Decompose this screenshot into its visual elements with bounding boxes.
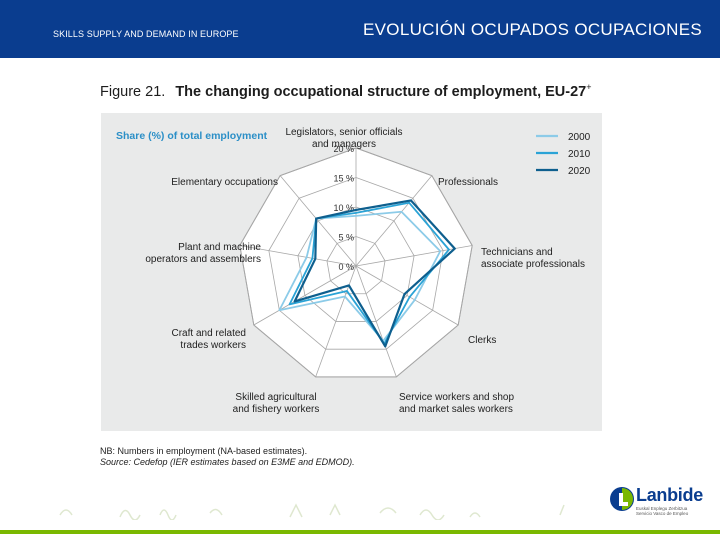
data-point-2020 xyxy=(453,247,456,250)
axis-label: trades workers xyxy=(180,340,246,351)
radar-spoke xyxy=(239,245,357,267)
data-point-2020 xyxy=(293,300,296,303)
data-point-2010 xyxy=(408,201,410,204)
data-point-2020 xyxy=(410,199,412,202)
figure-title-text: The changing occupational structure of e… xyxy=(175,83,587,100)
ring-label: 15 % xyxy=(333,174,354,184)
ring-label: 10 % xyxy=(333,203,354,213)
legend-label: 2010 xyxy=(568,149,591,160)
data-point-2010 xyxy=(408,296,411,298)
logo-subtitle: Euskal Enplegu Zerbitzua Servicio Vasco … xyxy=(636,506,689,516)
header-bar: SKILLS SUPPLY AND DEMAND IN EUROPE EVOLU… xyxy=(0,0,720,58)
data-point-2000 xyxy=(344,295,346,298)
ring-label: 20 % xyxy=(333,144,354,154)
data-point-2010 xyxy=(355,212,357,214)
data-point-2000 xyxy=(413,299,416,301)
ring-label: 0 % xyxy=(338,262,354,272)
series-line-2000 xyxy=(278,210,442,342)
data-point-2020 xyxy=(348,284,350,287)
data-point-2000 xyxy=(439,250,442,252)
legend-label: 2000 xyxy=(568,132,591,143)
axis-label: and market sales workers xyxy=(399,404,513,415)
radar-ring xyxy=(297,206,415,322)
figure-title-sup: + xyxy=(586,82,592,92)
axis-label: Skilled agricultural xyxy=(235,392,316,403)
radar-ring xyxy=(326,236,386,295)
radar-ring xyxy=(239,147,473,378)
axis-label: Craft and related xyxy=(172,328,247,339)
data-point-2010 xyxy=(288,303,291,306)
ring-label: 5 % xyxy=(338,233,354,243)
data-point-2020 xyxy=(384,345,387,348)
note-line: NB: Numbers in employment (NA-based esti… xyxy=(100,446,308,456)
data-point-2010 xyxy=(346,290,348,292)
header-subtitle: SKILLS SUPPLY AND DEMAND IN EUROPE xyxy=(53,29,239,39)
figure-number: Figure 21. xyxy=(100,83,166,100)
axis-label: operators and assemblers xyxy=(145,254,261,265)
data-point-2020 xyxy=(314,258,317,260)
axis-label: Technicians and xyxy=(481,247,553,258)
data-point-2000 xyxy=(278,309,281,312)
bottom-accent-line xyxy=(0,530,720,534)
radar-spoke xyxy=(253,265,357,326)
data-point-2000 xyxy=(355,215,357,217)
axis-label: and managers xyxy=(312,139,376,150)
figure-note: NB: Numbers in employment (NA-based esti… xyxy=(100,446,355,468)
lanbide-logo xyxy=(609,484,705,524)
axis-label: and fishery workers xyxy=(233,404,320,415)
data-point-2020 xyxy=(403,293,406,295)
radar-spoke xyxy=(355,175,433,267)
lanbide-logo-icon xyxy=(610,487,634,511)
radar-spoke xyxy=(279,175,357,267)
axis-label: Clerks xyxy=(468,335,496,346)
legend-label: 2020 xyxy=(568,166,591,177)
figure-title: Figure 21. The changing occupational str… xyxy=(100,82,592,100)
radar-chart: 0 % 5 % 10 % 15 % 20 % Legislators, senior of… xyxy=(116,127,591,415)
chart-title: Share (%) of total employment xyxy=(116,130,268,142)
axis-label: Plant and machine xyxy=(178,242,261,253)
slide-title: EVOLUCIÓN OCUPADOS OCUPACIONES xyxy=(363,20,702,39)
data-point-2020 xyxy=(355,209,357,211)
data-point-2020 xyxy=(315,217,317,220)
axis-label: Professionals xyxy=(438,177,498,188)
axis-label: Legislators, senior officials xyxy=(285,127,402,138)
logo-name: Lanbide xyxy=(636,485,703,505)
radar-spoke xyxy=(355,265,397,378)
axis-label: Service workers and shop xyxy=(399,392,514,403)
footer-decoration xyxy=(0,503,600,520)
data-point-2000 xyxy=(400,210,403,213)
data-point-2000 xyxy=(305,256,308,259)
data-point-2010 xyxy=(448,248,450,251)
radar-spoke xyxy=(355,265,459,326)
axis-label: associate professionals xyxy=(481,259,585,270)
series-line-2020 xyxy=(293,199,456,348)
axis-label: Elementary occupations xyxy=(171,177,278,188)
data-point-2010 xyxy=(311,257,314,260)
series-line-2010 xyxy=(288,201,450,345)
source-line: Source: Cedefop (IER estimates based on … xyxy=(100,457,355,467)
